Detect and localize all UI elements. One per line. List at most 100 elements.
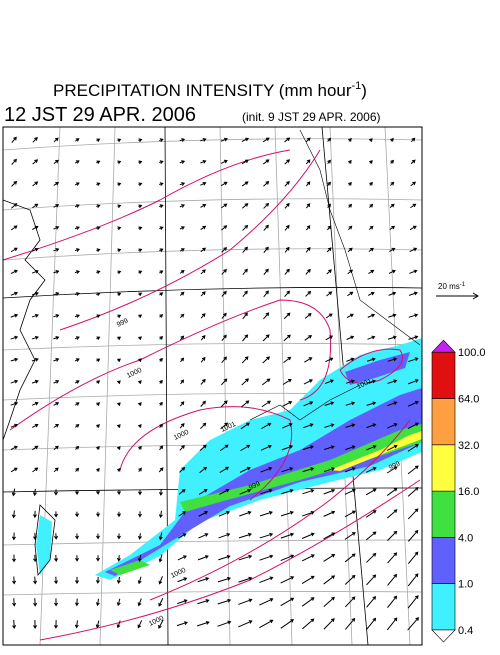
wind-arrow: [54, 511, 58, 518]
wind-arrow: [74, 270, 80, 274]
wind-arrow: [344, 488, 356, 495]
wind-arrow: [344, 596, 356, 608]
wind-arrow: [366, 379, 377, 384]
wind-arrow: [388, 269, 396, 274]
precip-area: [110, 560, 150, 575]
wind-arrow: [325, 357, 334, 363]
wind-arrow: [284, 268, 290, 275]
wind-arrow: [259, 619, 274, 629]
wind-arrow: [302, 510, 315, 517]
wind-arrow: [241, 356, 249, 364]
wind-arrow: [179, 204, 186, 208]
wind-arrow: [32, 467, 39, 473]
wind-arrow: [327, 225, 332, 231]
wind-arrow: [304, 312, 312, 319]
wind-arrow: [324, 423, 335, 428]
wind-arrow: [96, 358, 101, 362]
wind-arrow: [219, 444, 229, 452]
wind-arrow: [323, 554, 336, 562]
wind-arrow: [33, 619, 38, 629]
wind-arrow: [74, 598, 79, 607]
colorbar-segment: [431, 537, 456, 585]
wind-arrow: [280, 619, 295, 629]
wind-arrow: [218, 510, 230, 517]
wind-arrow: [346, 313, 354, 319]
wind-arrow: [159, 314, 164, 318]
wind-arrow: [263, 202, 270, 209]
wind-arrow: [344, 532, 356, 540]
wind-arrow: [368, 269, 375, 274]
wind-arrow: [96, 160, 101, 165]
wind-arrow: [346, 357, 355, 362]
wind-arrow: [200, 181, 207, 186]
wind-arrow: [347, 269, 354, 275]
wind-arrow: [304, 335, 313, 341]
wind-arrow: [387, 552, 398, 564]
wind-arrow: [159, 379, 163, 384]
wind-arrow: [200, 137, 207, 142]
wind-arrow: [138, 445, 142, 450]
wind-arrow: [53, 467, 59, 473]
wind-arrow: [95, 620, 100, 629]
wind-arrow: [179, 423, 185, 429]
wind-arrow: [259, 554, 274, 561]
wind-arrow: [138, 314, 143, 319]
wind-arrow: [366, 423, 377, 429]
wind-arrow: [159, 292, 164, 296]
wind-arrow: [116, 576, 121, 584]
wind-arrow: [138, 402, 142, 406]
wind-arrow: [284, 224, 290, 231]
title-sup: -1: [352, 80, 362, 92]
wind-arrow: [116, 424, 121, 428]
wind-arrow: [177, 555, 187, 561]
wind-arrow: [238, 620, 253, 628]
wind-arrow: [159, 270, 164, 274]
wind-arrow: [409, 247, 418, 252]
wind-arrow: [96, 336, 101, 341]
wind-arrow: [301, 597, 315, 607]
wind-arrow: [221, 203, 228, 209]
wind-arrow: [327, 203, 331, 209]
wind-arrow: [348, 137, 352, 142]
wind-arrow: [117, 380, 121, 384]
colorbar-segment: [431, 398, 456, 446]
wind-arrow: [386, 466, 398, 474]
wind-arrow: [74, 204, 80, 208]
wind-arrow: [284, 202, 290, 209]
wind-arrow: [301, 554, 315, 562]
wind-arrow: [344, 467, 356, 473]
wind-arrow: [220, 422, 229, 430]
title: PRECIPITATION INTENSITY (mm hour-1): [53, 80, 367, 100]
wind-arrow: [241, 181, 249, 187]
wind-arrow: [261, 400, 271, 408]
wind-arrow: [390, 181, 395, 186]
wind-arrow: [365, 510, 377, 518]
wind-arrow: [117, 160, 122, 165]
wind-arrow: [53, 226, 60, 230]
wind-arrow: [31, 291, 39, 296]
title-main: PRECIPITATION INTENSITY (mm hour: [53, 81, 352, 100]
wind-arrow: [389, 225, 396, 231]
wind-arrow: [241, 400, 250, 408]
wind-arrow: [284, 290, 291, 298]
wind-arrow: [53, 620, 58, 629]
wind-arrow: [116, 598, 121, 607]
wind-arrow: [117, 533, 121, 540]
wind-arrow: [75, 445, 80, 450]
wind-arrow: [96, 226, 101, 231]
wind-arrow: [74, 248, 80, 252]
wind-arrow: [178, 511, 187, 517]
wind-arrow: [117, 358, 121, 363]
wind-arrow: [53, 204, 60, 208]
wind-arrow: [10, 445, 18, 451]
wind-arrow: [281, 467, 294, 473]
wind-arrow: [369, 159, 373, 164]
wind-arrow: [137, 598, 142, 607]
map-frame: [2, 126, 423, 646]
wind-arrow: [409, 269, 418, 274]
wind-arrow: [179, 466, 186, 473]
wind-arrow: [242, 268, 248, 276]
wind-arrow: [158, 489, 163, 496]
wind-arrow: [345, 379, 355, 384]
vector-scale-sup: -1: [460, 282, 466, 288]
